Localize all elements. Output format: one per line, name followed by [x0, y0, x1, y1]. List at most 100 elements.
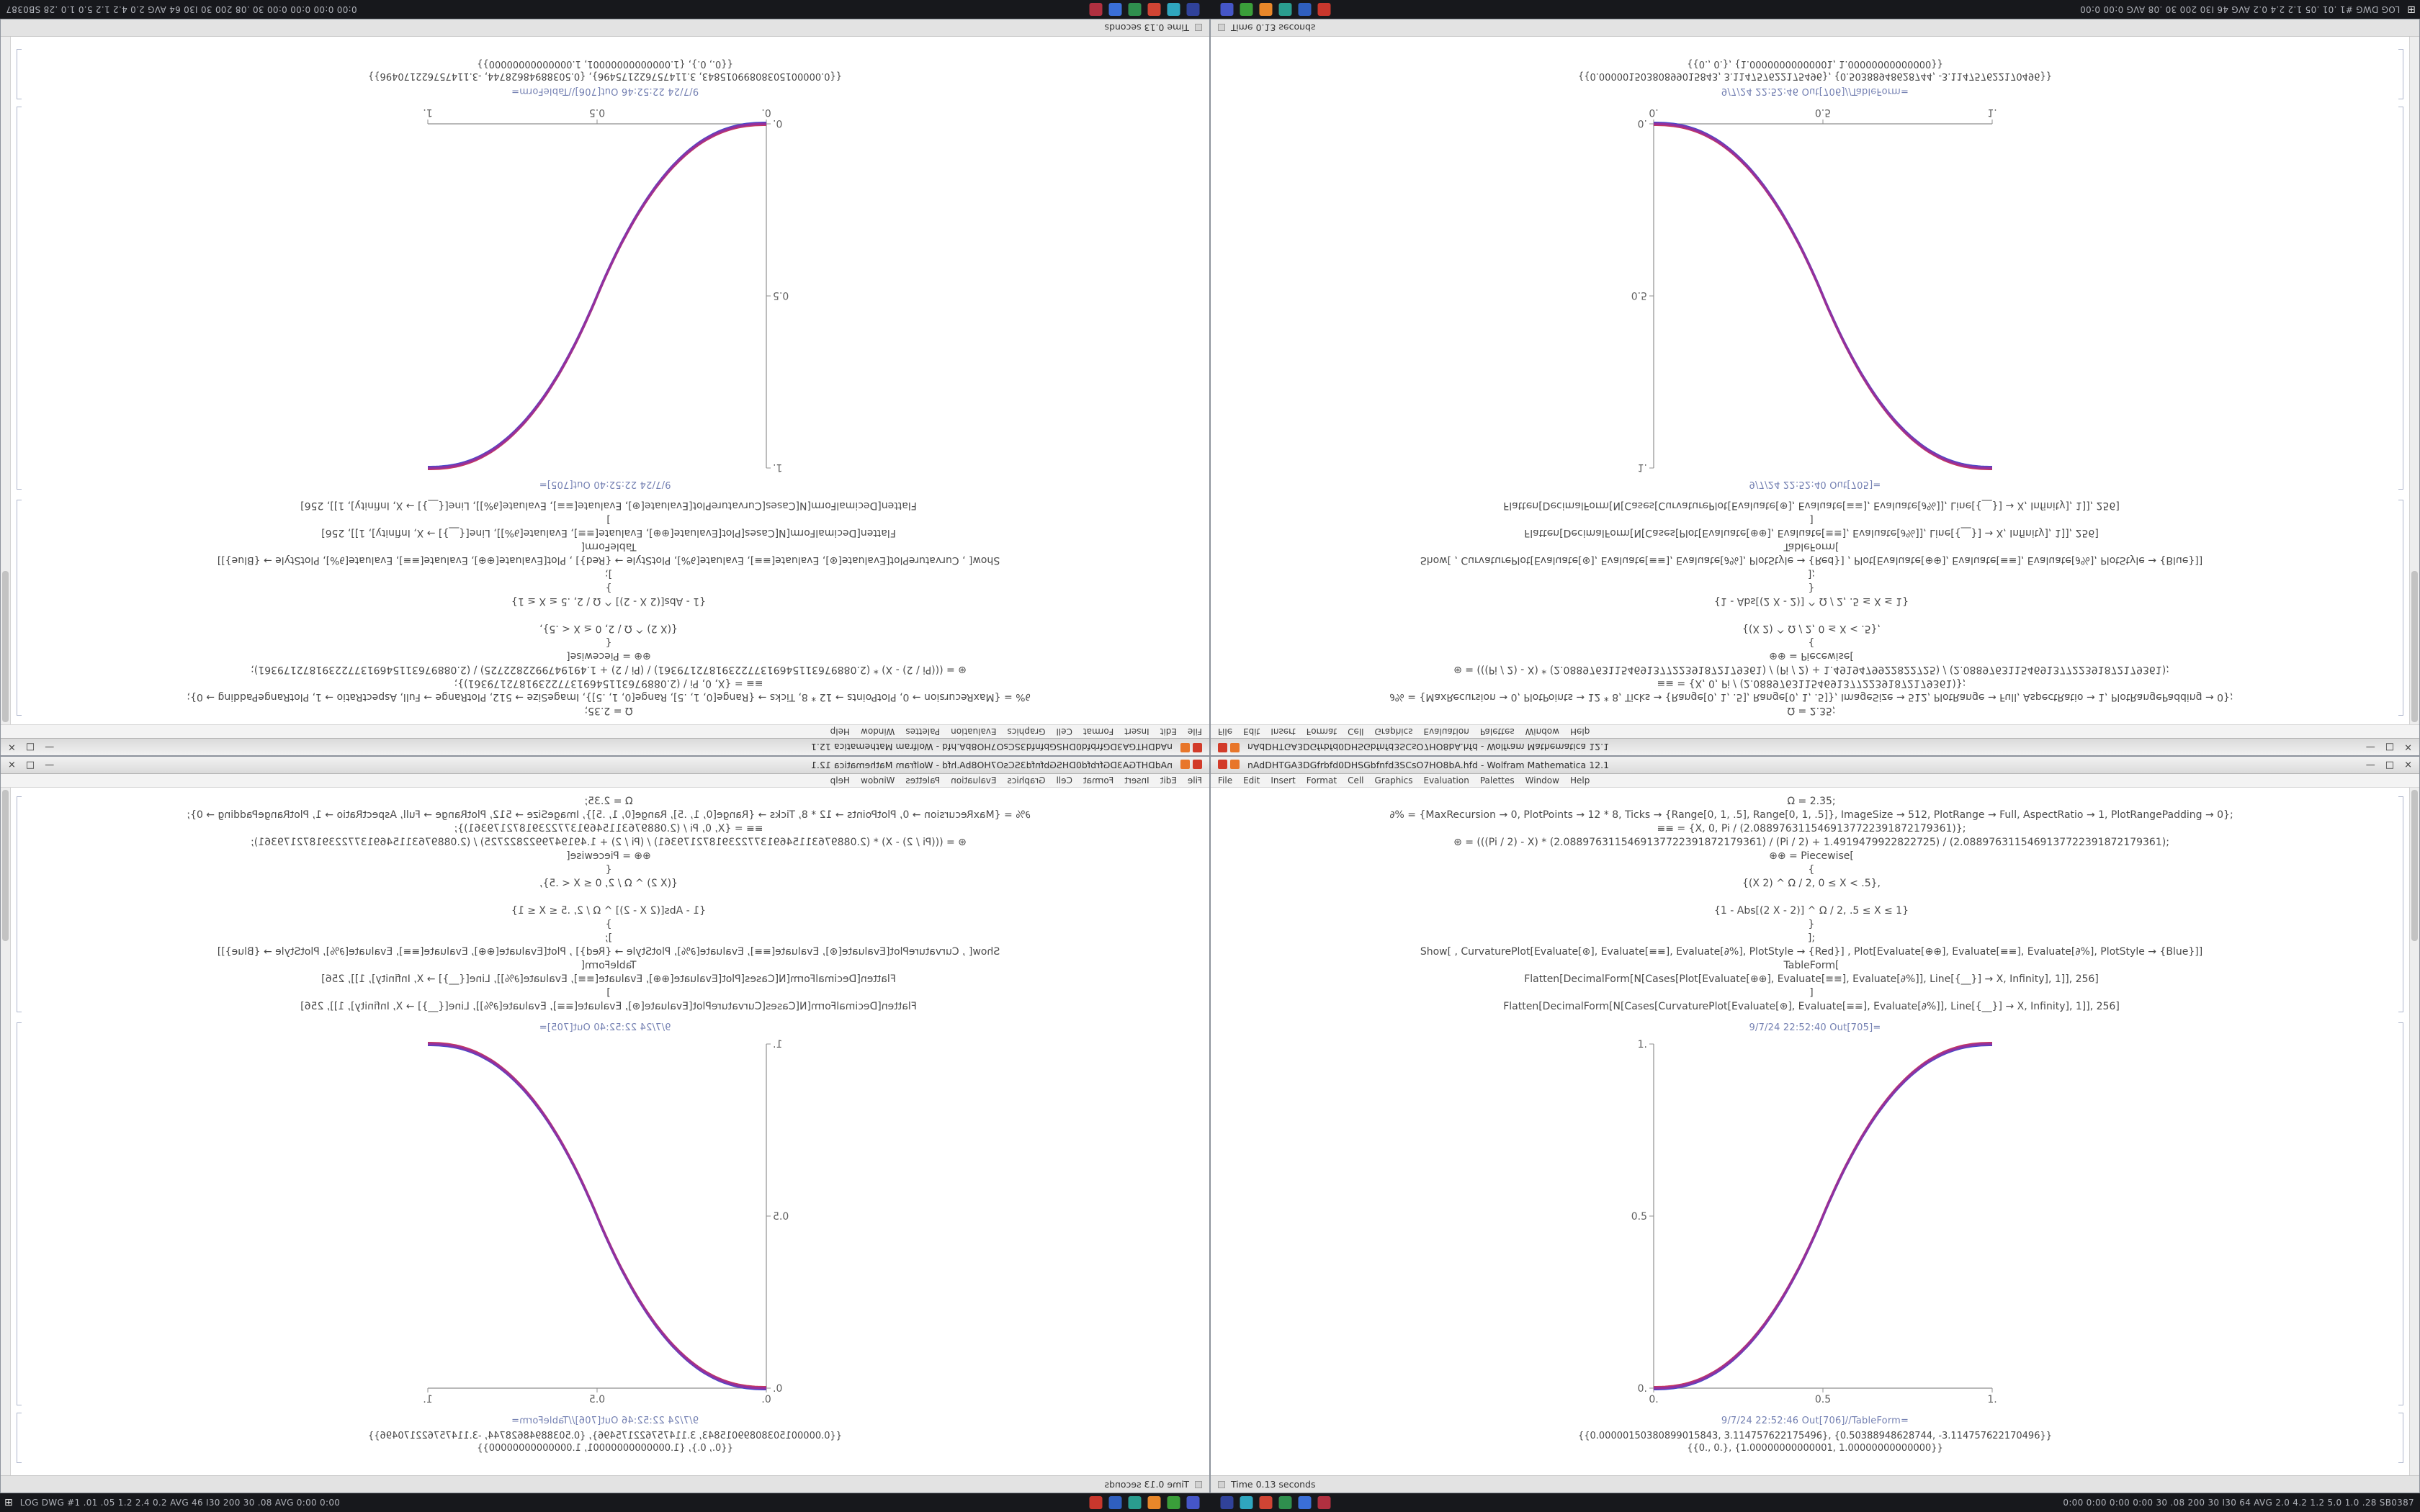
code-line[interactable]: Ω = 2.35; [584, 796, 633, 807]
code-line[interactable]: ] [606, 513, 611, 525]
code-line[interactable]: ⊕⊕ = Piecewise[ [1769, 650, 1854, 662]
cell-bracket-input[interactable] [17, 796, 22, 1012]
taskbar-app-navy-icon[interactable] [1186, 3, 1200, 16]
code-line[interactable]: ] [1809, 987, 1814, 999]
vertical-scrollbar[interactable] [2409, 788, 2419, 1475]
code-line[interactable]: Flatten[DecimalForm[N[Cases[Plot[Evaluat… [321, 527, 896, 539]
taskbar-app-teal-icon[interactable] [1278, 3, 1292, 16]
menu-insert[interactable]: Insert [1124, 726, 1150, 737]
taskbar-app-red2-icon[interactable] [1147, 3, 1161, 16]
vertical-scrollbar[interactable] [2409, 37, 2419, 724]
notebook-badge-orange-icon[interactable] [1230, 760, 1240, 769]
code-line[interactable] [51, 891, 1166, 904]
cell-bracket-plot[interactable] [2398, 107, 2403, 490]
taskbar-app-orange-icon[interactable] [1147, 1496, 1161, 1509]
code-line[interactable]: ]; [1807, 932, 1816, 944]
cell-bracket-output[interactable] [17, 49, 22, 99]
menu-cell[interactable]: Cell [1056, 775, 1072, 786]
notebook-badge-red-icon[interactable] [1218, 743, 1227, 752]
scrollbar-thumb[interactable] [2, 790, 9, 941]
input-cell[interactable]: Ω = 2.35; ∂% = {MaxRecursion → 0, PlotPoi… [1254, 795, 2369, 1014]
notebook-badge-orange-icon[interactable] [1180, 743, 1190, 752]
taskbar-app-indigo-icon[interactable] [1186, 1496, 1200, 1509]
window-titlebar[interactable]: nAdDHTGA3DGfrbfd0DHSGbfnfd3SCsO7HO8bA.hf… [1211, 738, 2419, 755]
scrollbar-thumb[interactable] [2, 571, 9, 722]
code-line[interactable]: Show[ , CurvaturePlot[Evaluate[⊛], Evalu… [1420, 554, 2203, 566]
menu-insert[interactable]: Insert [1124, 775, 1150, 786]
menu-format[interactable]: Format [1306, 775, 1337, 786]
code-line[interactable]: ] [606, 987, 611, 999]
code-line[interactable]: {1 - Abs[(2 X - 2)] ^ Ω / 2, .5 ≤ X ≤ 1} [511, 905, 706, 917]
menu-edit[interactable]: Edit [1160, 775, 1177, 786]
notebook-badge-red-icon[interactable] [1193, 743, 1202, 752]
maximize-button[interactable]: □ [25, 742, 35, 752]
code-line[interactable] [1254, 608, 2369, 621]
taskbar-app-blue2-icon[interactable] [1298, 1496, 1312, 1509]
code-line[interactable]: } [605, 582, 612, 593]
code-line[interactable]: ∂% = {MaxRecursion → 0, PlotPoints → 12 … [187, 809, 1031, 821]
cell-bracket-input[interactable] [17, 500, 22, 716]
code-line[interactable]: Show[ , CurvaturePlot[Evaluate[⊛], Evalu… [217, 554, 1000, 566]
taskbar-app-indigo-icon[interactable] [1220, 3, 1234, 16]
code-line[interactable] [1254, 891, 2369, 904]
code-line[interactable] [51, 608, 1166, 621]
code-line[interactable]: Show[ , CurvaturePlot[Evaluate[⊛], Evalu… [1420, 946, 2203, 958]
menu-edit[interactable]: Edit [1243, 726, 1260, 737]
code-line[interactable]: TableForm[ [581, 960, 637, 971]
code-line[interactable]: ⊛ = (((Pi / 2) - X) * (2.088976311546913… [1453, 664, 2169, 675]
code-line[interactable]: ≡≡ = {X, 0, Pi / (2.08897631154691377223… [454, 678, 763, 689]
code-line[interactable]: TableForm[ [581, 541, 637, 552]
menu-evaluation[interactable]: Evaluation [1423, 775, 1469, 786]
taskbar-app-orange-icon[interactable] [1259, 3, 1273, 16]
menu-evaluation[interactable]: Evaluation [1423, 726, 1469, 737]
scrollbar-thumb[interactable] [2411, 571, 2418, 722]
menu-file[interactable]: File [1218, 726, 1233, 737]
maximize-button[interactable]: □ [2385, 760, 2395, 770]
code-line[interactable]: { [605, 636, 612, 648]
code-line[interactable]: ⊕⊕ = Piecewise[ [1769, 850, 1854, 862]
code-line[interactable]: ∂% = {MaxRecursion → 0, PlotPoints → 12 … [187, 691, 1031, 703]
notebook-badge-orange-icon[interactable] [1180, 760, 1190, 769]
notebook-badge-red-icon[interactable] [1218, 760, 1227, 769]
menu-edit[interactable]: Edit [1160, 726, 1177, 737]
code-line[interactable]: {1 - Abs[(2 X - 2)] ^ Ω / 2, .5 ≤ X ≤ 1} [1714, 595, 1909, 607]
menu-help[interactable]: Help [1569, 726, 1590, 737]
code-line[interactable]: { [1808, 636, 1815, 648]
code-line[interactable]: ⊛ = (((Pi / 2) - X) * (2.088976311546913… [251, 837, 967, 848]
menu-graphics[interactable]: Graphics [1374, 775, 1413, 786]
cell-bracket-input[interactable] [2398, 796, 2403, 1012]
menu-palettes[interactable]: Palettes [905, 775, 941, 786]
code-line[interactable]: Flatten[DecimalForm[N[Cases[CurvaturePlo… [1503, 500, 2120, 511]
input-cell[interactable]: Ω = 2.35; ∂% = {MaxRecursion → 0, PlotPoi… [1254, 498, 2369, 717]
taskbar-app-green-icon[interactable] [1167, 1496, 1180, 1509]
taskbar-app-teal-icon[interactable] [1128, 1496, 1142, 1509]
close-button[interactable]: × [2404, 742, 2412, 752]
taskbar-app-green-icon[interactable] [1240, 3, 1253, 16]
code-line[interactable]: Ω = 2.35; [1787, 705, 1836, 716]
taskbar-app-cyan-icon[interactable] [1167, 3, 1180, 16]
code-line[interactable]: TableForm[ [1783, 960, 1839, 971]
menu-window[interactable]: Window [861, 726, 895, 737]
code-line[interactable]: TableForm[ [1783, 541, 1839, 552]
taskbar-app-blue2-icon[interactable] [1108, 3, 1122, 16]
code-line[interactable]: ≡≡ = {X, 0, Pi / (2.08897631154691377223… [454, 823, 763, 834]
vertical-scrollbar[interactable] [1, 788, 11, 1475]
cell-bracket-output[interactable] [17, 1413, 22, 1463]
menu-cell[interactable]: Cell [1348, 726, 1364, 737]
menu-graphics[interactable]: Graphics [1374, 726, 1413, 737]
menu-window[interactable]: Window [861, 775, 895, 786]
code-line[interactable]: ⊛ = (((Pi / 2) - X) * (2.088976311546913… [1453, 837, 2169, 848]
code-line[interactable]: Flatten[DecimalForm[N[Cases[CurvaturePlo… [300, 1001, 917, 1012]
taskbar-app-green2-icon[interactable] [1128, 3, 1142, 16]
menu-insert[interactable]: Insert [1270, 726, 1296, 737]
code-line[interactable]: } [605, 919, 612, 930]
taskbar-app-navy-icon[interactable] [1220, 1496, 1234, 1509]
code-line[interactable]: ≡≡ = {X, 0, Pi / (2.08897631154691377223… [1657, 678, 1966, 689]
maximize-button[interactable]: □ [2385, 742, 2395, 752]
code-line[interactable]: {1 - Abs[(2 X - 2)] ^ Ω / 2, .5 ≤ X ≤ 1} [511, 595, 706, 607]
menu-file[interactable]: File [1187, 726, 1202, 737]
taskbar-app-crimson-icon[interactable] [1089, 3, 1103, 16]
window-titlebar[interactable]: nAdDHTGA3DGfrbfd0DHSGbfnfd3SCsO7HO8bA.hf… [1211, 757, 2419, 774]
taskbar-app-blue-icon[interactable] [1108, 1496, 1122, 1509]
menu-help[interactable]: Help [1569, 775, 1590, 786]
